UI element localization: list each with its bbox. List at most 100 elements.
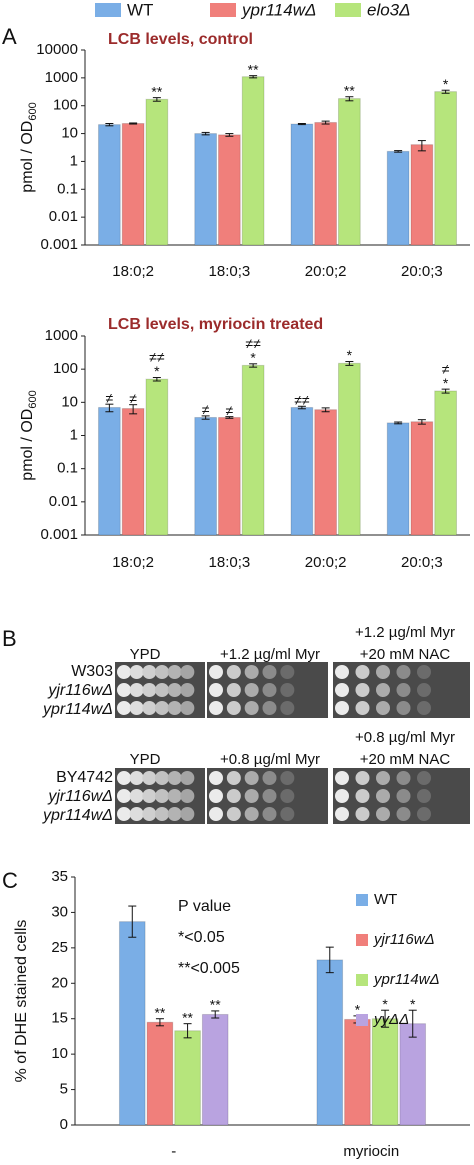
strain-label: BY4742 [56,769,113,786]
colony-spot [417,701,431,715]
x-tick-label: 20:0;3 [401,263,443,280]
colony-spot [376,683,390,697]
colony-spot [417,683,431,697]
colony-spot [209,665,223,679]
colony-spot [209,771,223,785]
y-axis-label-subscript: 600 [27,390,39,408]
strain-label: ypr114wΔ [42,701,113,718]
bar [386,422,410,536]
y-tick-label: 0.001 [40,236,78,253]
y-tick-label: 1000 [45,327,78,344]
significance-marker: ≠≠ [245,336,261,352]
error-bar [155,1018,164,1027]
significance-marker: ≠≠ [149,349,165,365]
bar [201,1013,229,1126]
bar [146,1021,174,1126]
spot-plate [333,768,470,824]
colony-spot [396,665,411,679]
colony-spot [226,665,241,679]
y-tick-label: 30 [51,903,68,920]
colony-spot [209,789,223,803]
colony-spot [280,771,295,785]
legend-swatch [335,3,361,17]
bar [241,76,265,246]
bar [337,362,361,536]
colony-spot [262,771,277,785]
error-bar [183,1023,192,1039]
bar [218,134,241,246]
bar [314,121,337,246]
error-bar [408,1009,417,1038]
y-tick-label: 0.001 [40,526,78,543]
bar [98,124,121,246]
colony-spot [280,683,295,697]
colony-spot [335,771,349,785]
colony-spot [226,789,241,803]
error-bar [201,415,210,420]
y-tick-label: 20 [51,974,68,991]
colony-spot [376,789,390,803]
significance-marker: ** [344,82,355,98]
colony-spot [129,683,144,697]
colony-spot [376,701,390,715]
condition-label: +1.2 µg/ml Myr [355,624,455,641]
colony-spot [117,771,131,785]
legend-swatch [95,3,121,17]
colony-spot [396,683,411,697]
error-bar [345,96,354,102]
colony-spot [335,665,349,679]
significance-marker: * [410,996,416,1012]
bar [98,406,121,536]
colony-spot [335,683,349,697]
colony-spot [355,789,370,803]
y-tick-label: 1000 [45,69,78,86]
y-tick-label: 35 [51,868,68,885]
chart-title: LCB levels, control [108,31,253,48]
legend-label: WT [374,891,397,908]
annotation: **<0.005 [178,960,240,977]
spot-plate [333,662,470,718]
y-axis-label-text: pmol / OD [19,121,36,193]
y-tick-label: 100 [53,360,78,377]
bar [410,144,434,246]
colony-spot [355,665,370,679]
bar [145,378,169,536]
bar [434,91,457,246]
error-bar [297,122,306,126]
colony-spot [142,789,157,803]
y-tick-label: 0.1 [57,180,78,197]
colony-spot [209,701,223,715]
significance-marker: * [443,76,449,92]
colony-spot [280,807,295,821]
bar [290,406,314,536]
significance-marker: ** [248,61,259,77]
colony-spot [142,807,157,821]
bar [118,921,146,1126]
bar [290,123,314,246]
legend-label: WT [127,0,153,19]
legend-swatch [356,894,368,906]
colony-spot [417,665,431,679]
bar [316,959,344,1126]
condition-label: YPD [130,646,161,663]
y-tick-label: 0.01 [49,208,78,225]
legend-swatch [210,3,236,17]
colony-spot [226,807,241,821]
colony-spot [335,701,349,715]
y-axis-label: pmol / OD600 [19,102,39,192]
colony-spot [167,771,182,785]
error-bar [417,419,426,425]
bar [218,416,241,536]
error-bar [105,122,114,127]
y-axis-label-subscript: 600 [27,102,39,120]
colony-spot [396,771,411,785]
y-tick-label: 15 [51,1010,68,1027]
error-bar [441,89,450,94]
colony-spot [417,807,431,821]
colony-spot [417,771,431,785]
bar [174,1030,201,1126]
colony-spot [180,683,195,697]
significance-marker: * [382,996,388,1012]
colony-spot [355,771,370,785]
